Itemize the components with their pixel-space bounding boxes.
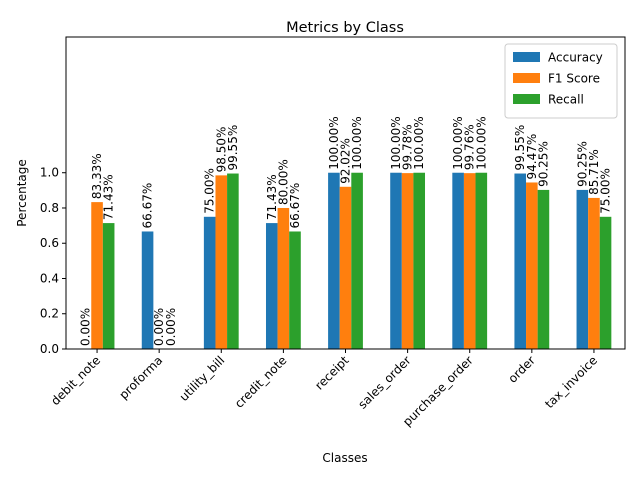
- bar-f1-score-tax-invoice: [588, 197, 600, 349]
- x-tick-label: sales_order: [355, 353, 413, 411]
- bar-value-label: 99.78%: [401, 124, 415, 170]
- legend-label: Recall: [548, 93, 584, 107]
- y-tick-label: 1.0: [40, 166, 59, 180]
- bar-recall-debit-note: [102, 223, 115, 349]
- x-tick-label: receipt: [312, 353, 352, 393]
- x-tick-label: utility_bill: [177, 353, 228, 404]
- bar-accuracy-utility-bill: [203, 216, 216, 349]
- bar-value-label: 100.00%: [389, 116, 403, 169]
- bar-value-label: 0.00%: [152, 308, 166, 346]
- bar-value-label: 83.33%: [90, 153, 104, 199]
- bar-accuracy-tax-invoice: [576, 189, 589, 349]
- y-tick-label: 0.8: [40, 201, 59, 215]
- bar-value-label: 99.55%: [513, 125, 527, 171]
- y-tick-label: 0.2: [40, 307, 59, 321]
- bar-value-label: 100.00%: [412, 116, 426, 169]
- bar-recall-receipt: [351, 172, 363, 349]
- bar-f1-score-order: [526, 182, 538, 349]
- bar-value-label: 92.02%: [339, 138, 353, 184]
- bar-value-label: 0.00%: [164, 308, 178, 346]
- legend-swatch: [513, 73, 540, 83]
- x-tick-label: order: [505, 353, 538, 386]
- x-tick-label: debit_note: [48, 353, 103, 408]
- bar-accuracy-credit-note: [265, 223, 278, 349]
- x-axis: debit_note proforma utility_bill credit_not…: [48, 349, 600, 429]
- bar-value-label: 100.00%: [451, 116, 465, 169]
- bar-f1-score-purchase-order: [463, 173, 476, 349]
- bar-value-label: 66.67%: [141, 183, 155, 229]
- legend-swatch: [513, 94, 540, 104]
- y-axis-label: Percentage: [15, 159, 29, 227]
- bar-value-label: 85.71%: [587, 149, 601, 195]
- bar-f1-score-receipt: [339, 186, 352, 349]
- bar-value-label: 100.00%: [350, 116, 364, 169]
- legend-label: Accuracy: [548, 51, 603, 65]
- bar-value-label: 0.00%: [78, 308, 92, 346]
- bar-recall-credit-note: [289, 231, 301, 349]
- y-tick-label: 0.0: [40, 342, 59, 356]
- y-axis: 0.0 0.2 0.4 0.6 0.8 1.0: [40, 166, 66, 356]
- bar-f1-score-debit-note: [91, 202, 103, 349]
- bar-value-label: 71.43%: [102, 174, 116, 220]
- bar-value-label: 75.00%: [599, 168, 613, 214]
- bar-accuracy-sales-order: [390, 172, 402, 349]
- bar-value-label: 90.25%: [536, 141, 550, 187]
- bar-f1-score-utility-bill: [215, 175, 228, 349]
- bars-group: [91, 172, 612, 349]
- bar-recall-utility-bill: [227, 173, 239, 349]
- bar-value-label: 100.00%: [474, 116, 488, 169]
- bar-value-label: 99.76%: [463, 124, 477, 170]
- bar-value-label: 80.00%: [276, 159, 290, 205]
- bar-value-label: 75.00%: [203, 168, 217, 214]
- bar-recall-sales-order: [413, 172, 426, 349]
- bar-f1-score-sales-order: [401, 173, 414, 349]
- bar-labels-group: 0.00%83.33%71.43% 66.67%0.00%0.00%75.00%9…: [78, 116, 612, 346]
- bar-recall-purchase-order: [475, 172, 488, 349]
- bar-value-label: 71.43%: [265, 174, 279, 220]
- bar-value-label: 94.47%: [525, 134, 539, 180]
- bar-recall-order: [537, 189, 550, 349]
- legend-swatch: [513, 52, 540, 62]
- bar-f1-score-credit-note: [277, 207, 290, 349]
- bar-value-label: 100.00%: [327, 116, 341, 169]
- x-axis-label: Classes: [322, 451, 367, 465]
- legend: Accuracy F1 Score Recall: [504, 43, 618, 119]
- bar-recall-tax-invoice: [599, 216, 612, 349]
- y-tick-label: 0.6: [40, 236, 59, 250]
- chart-title: Metrics by Class: [286, 20, 404, 36]
- bar-value-label: 98.50%: [214, 127, 228, 173]
- x-tick-label: credit_note: [232, 353, 290, 411]
- bar-value-label: 90.25%: [575, 141, 589, 187]
- x-tick-label: proforma: [117, 353, 166, 402]
- bar-value-label: 99.55%: [226, 125, 240, 171]
- bar-accuracy-proforma: [141, 231, 154, 349]
- legend-label: F1 Score: [548, 72, 600, 86]
- bar-accuracy-order: [514, 173, 527, 349]
- x-tick-label: tax_invoice: [542, 353, 600, 411]
- bar-value-label: 66.67%: [288, 183, 302, 229]
- bar-accuracy-receipt: [328, 172, 340, 349]
- y-tick-label: 0.4: [40, 271, 59, 285]
- bar-accuracy-purchase-order: [452, 172, 464, 349]
